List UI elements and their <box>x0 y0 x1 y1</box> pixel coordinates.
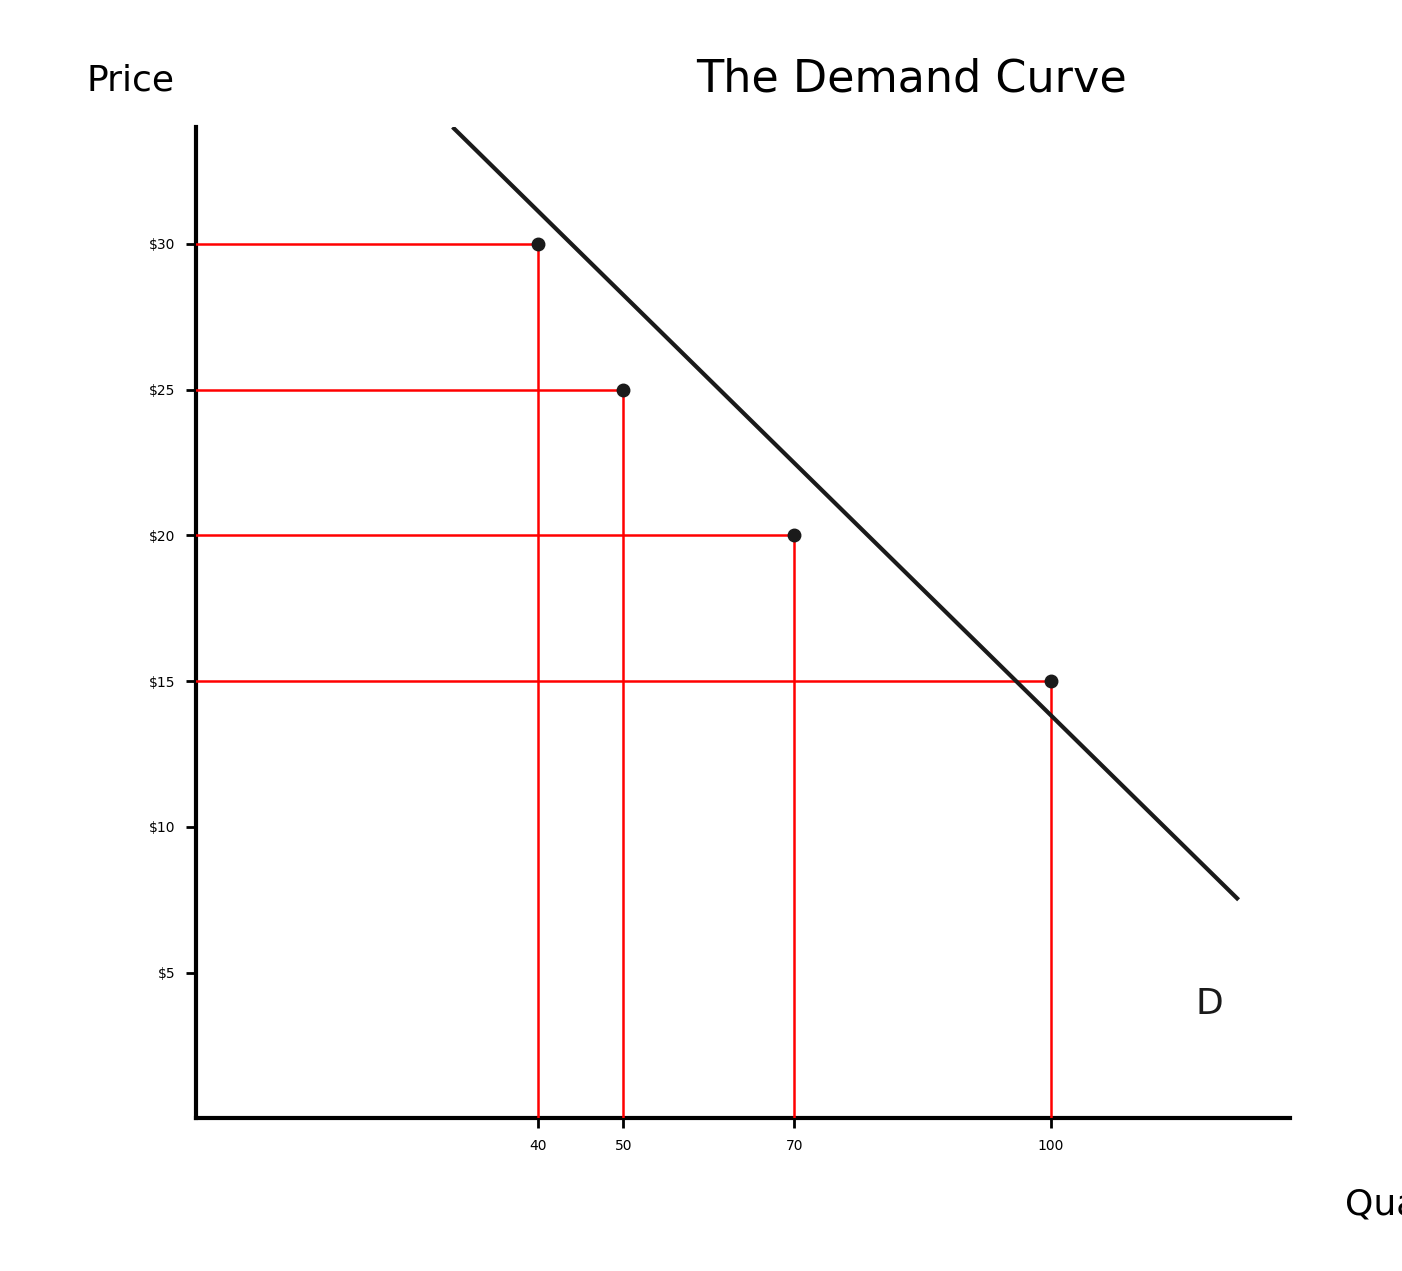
Text: The Demand Curve: The Demand Curve <box>695 57 1127 100</box>
Text: Quantity: Quantity <box>1345 1188 1402 1221</box>
Text: Price: Price <box>87 64 175 98</box>
Text: D: D <box>1196 988 1224 1022</box>
